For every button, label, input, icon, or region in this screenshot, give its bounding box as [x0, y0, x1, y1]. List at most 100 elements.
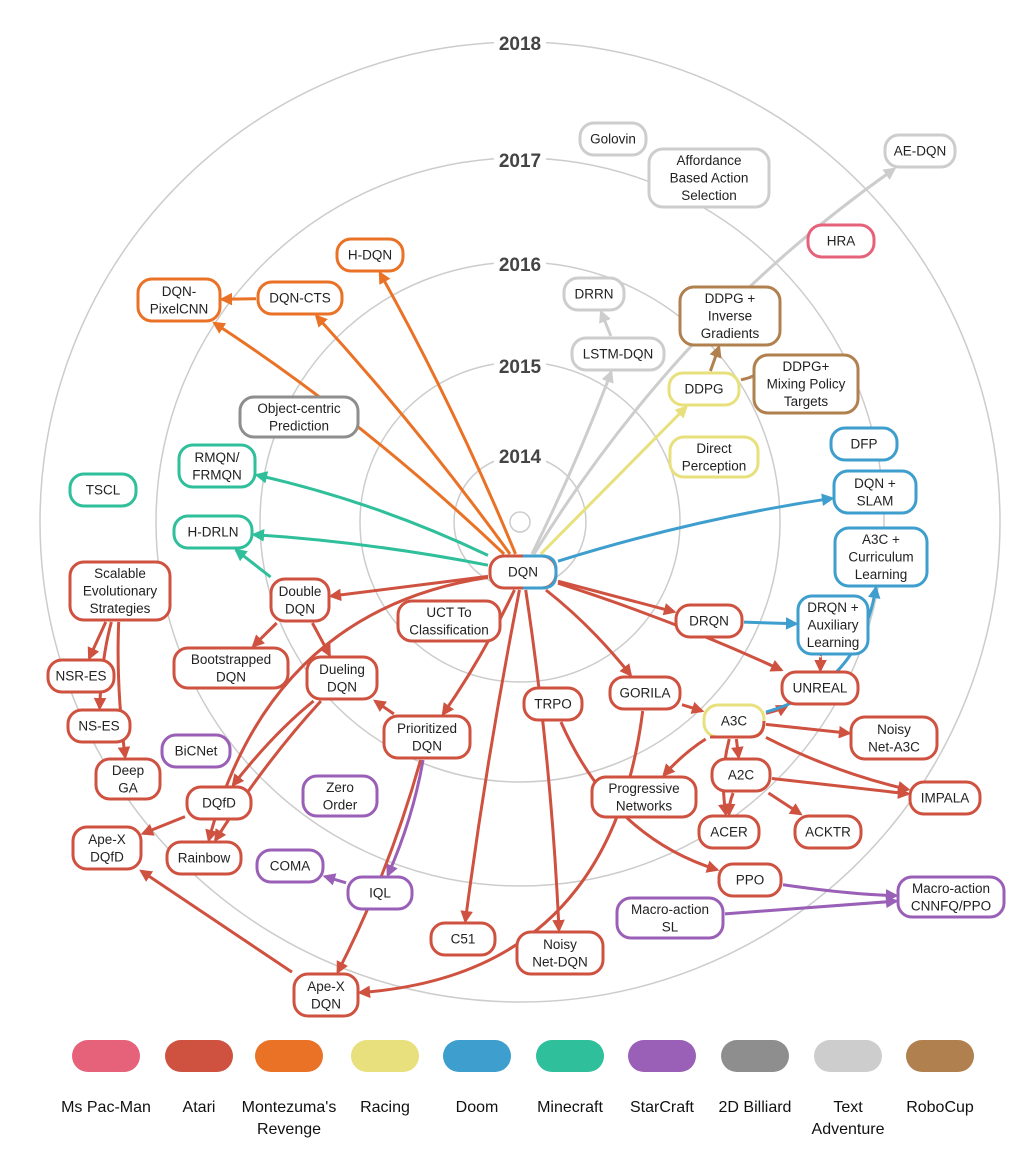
node-gorila: GORILA — [608, 675, 682, 711]
node-dueling: Dueling DQN — [305, 655, 379, 701]
edge-dqn-to-dqnslam — [557, 493, 835, 563]
node-label-golovin: Golovin — [590, 132, 636, 147]
node-box-affordance — [647, 147, 771, 209]
node-box-acer — [697, 814, 761, 850]
node-box-unreal — [780, 670, 860, 706]
node-hdrln: H-DRLN — [172, 514, 254, 550]
node-box-direct — [668, 435, 760, 479]
node-label-dqn: DQN — [508, 565, 538, 580]
node-box-ddpgmix — [752, 353, 860, 415]
node-label-rainbow: Rainbow — [178, 851, 231, 866]
node-box-tscl — [68, 472, 138, 508]
node-box-nsres — [46, 658, 116, 694]
node-box-nses — [66, 708, 132, 744]
node-doubledqn: Double DQN — [269, 577, 331, 623]
node-uct: UCT To Classification — [396, 599, 502, 643]
node-box-a2c — [710, 757, 772, 793]
node-label-nsres: NSR-ES — [55, 669, 106, 684]
node-label-ddpginv: DDPG + Inverse Gradients — [701, 291, 760, 341]
node-bicnet: BiCNet — [160, 733, 232, 769]
edge-doubledqn-to-bootdqn — [251, 621, 278, 648]
node-label-c51: C51 — [451, 932, 476, 947]
node-rainbow: Rainbow — [165, 840, 243, 876]
year-label-2015: 2015 — [499, 357, 542, 378]
node-box-noisydqn — [515, 930, 605, 976]
node-dqn: DQN — [488, 554, 558, 590]
legend-swatch-text-adventure — [814, 1040, 882, 1072]
node-label-nses: NS-ES — [78, 719, 119, 734]
node-a3ccurr: A3C + Curriculum Learning — [833, 526, 929, 588]
node-macrocnn: Macro-action CNNFQ/PPO — [896, 875, 1006, 919]
node-affordance: Affordance Based Action Selection — [647, 147, 771, 209]
node-deepga: Deep GA — [94, 757, 162, 801]
edge-a2c-to-impala — [771, 777, 911, 799]
node-dqnpixel: DQN-PixelCNN — [136, 277, 222, 323]
legend-swatch-racing — [351, 1040, 419, 1072]
node-label-unreal: UNREAL — [793, 681, 848, 696]
year-label-2017: 2017 — [499, 151, 541, 172]
node-label-lstmdqn: LSTM-DQN — [583, 347, 654, 362]
node-label-drqnaux: DRQN + Auxiliary Learning — [807, 600, 860, 650]
node-label-dueling: Dueling DQN — [319, 662, 365, 695]
nodes: DQN Golovin Affordance Based Action Selectio… — [46, 121, 1006, 1018]
legend-swatch-minecraft — [536, 1040, 604, 1072]
legend-label-starcraft: StarCraft — [630, 1099, 695, 1116]
edge-doubledqn-to-dueling — [311, 622, 331, 658]
node-iql: IQL — [346, 875, 414, 911]
legend-label-robocup: RoboCup — [906, 1099, 974, 1116]
node-box-c51 — [429, 921, 497, 957]
edge-dqn-to-rainbow — [205, 575, 489, 843]
node-label-doubledqn: Double DQN — [279, 584, 322, 617]
edge-dqn-to-hdqn — [378, 270, 517, 555]
node-tscl: TSCL — [68, 472, 138, 508]
node-box-drrn — [562, 276, 626, 312]
node-box-bicnet — [160, 733, 232, 769]
node-trpo: TRPO — [522, 686, 584, 722]
node-box-rainbow — [165, 840, 243, 876]
node-label-objcentric: Object-centric Prediction — [257, 401, 341, 434]
node-box-dqnslam — [832, 469, 918, 515]
node-label-dqfd: DQfD — [202, 796, 236, 811]
legend-label-ms-pacman: Ms Pac-Man — [61, 1099, 151, 1116]
edge-a3c-to-impala — [765, 736, 911, 794]
node-label-dqnpixel: DQN-PixelCNN — [150, 284, 209, 317]
node-ses: Scalable Evolutionary Strategies — [68, 560, 172, 622]
node-progressive: Progressive Networks — [590, 775, 698, 819]
node-rmqn: RMQN/FRMQN — [177, 443, 257, 489]
edge-lstmdqn-to-drrn — [599, 309, 613, 337]
node-box-hdrln — [172, 514, 254, 550]
edge-dqfd-to-apexdqfd — [140, 815, 186, 836]
node-prioritized: Prioritized DQN — [382, 714, 472, 760]
node-label-apexdqn: Ape-X DQN — [307, 979, 345, 1012]
year-label-2016: 2016 — [499, 255, 541, 276]
edge-dqncts-to-dqnpixel — [219, 292, 257, 306]
node-label-acktr: ACKTR — [805, 825, 851, 840]
legend-swatch-starcraft — [628, 1040, 696, 1072]
node-label-zeroorder: Zero Order — [323, 780, 358, 813]
node-lstmdqn: LSTM-DQN — [570, 336, 666, 372]
edge-doubledqn-to-hdrln — [234, 548, 272, 579]
node-box-iql — [346, 875, 414, 911]
node-label-dfp: DFP — [851, 437, 878, 452]
node-box-gorila — [608, 675, 682, 711]
node-box-noisya3c — [849, 715, 939, 761]
node-golovin: Golovin — [578, 121, 648, 157]
edge-dqn-to-noisydqn — [524, 589, 565, 933]
legend: Ms Pac-Man Atari Montezuma's Revenge Racing D… — [61, 1040, 974, 1138]
node-noisydqn: Noisy Net-DQN — [515, 930, 605, 976]
node-objcentric: Object-centric Prediction — [238, 395, 360, 439]
node-coma: COMA — [255, 848, 325, 884]
edge-a3c-to-a2c — [731, 738, 744, 760]
node-dqfd: DQfD — [185, 785, 253, 821]
node-box-coma — [255, 848, 325, 884]
node-label-apexdqfd: Ape-X DQfD — [88, 832, 126, 865]
node-label-a3ccurr: A3C + Curriculum Learning — [848, 532, 913, 582]
node-box-a3ccurr — [833, 526, 929, 588]
node-box-dqncts — [256, 280, 344, 316]
node-a3c: A3C — [702, 703, 766, 739]
node-box-bootdqn — [172, 646, 290, 690]
edge-dqn-to-c51 — [460, 589, 521, 924]
node-label-hdqn: H-DQN — [348, 248, 392, 263]
node-box-doubledqn — [269, 577, 331, 623]
